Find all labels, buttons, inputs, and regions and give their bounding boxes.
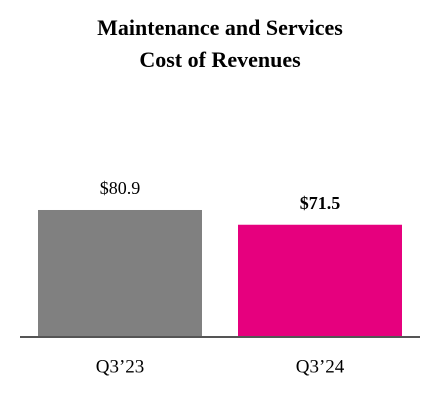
chart-title: Cost of Revenues xyxy=(139,47,301,72)
bar xyxy=(38,209,202,337)
x-tick-label: Q3’24 xyxy=(296,356,345,377)
chart-title: Maintenance and Services xyxy=(97,15,343,40)
value-label: $71.5 xyxy=(300,193,341,213)
x-tick-label: Q3’23 xyxy=(96,356,145,377)
value-label: $80.9 xyxy=(100,178,141,198)
bar xyxy=(238,224,402,337)
